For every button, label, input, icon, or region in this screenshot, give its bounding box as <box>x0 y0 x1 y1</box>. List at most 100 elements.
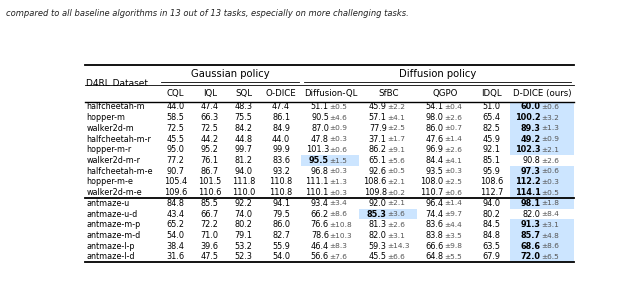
Text: 86.2: 86.2 <box>369 145 387 154</box>
Text: 109.6: 109.6 <box>164 188 188 197</box>
Text: 84.4: 84.4 <box>425 156 444 165</box>
Text: 85.5: 85.5 <box>201 199 219 208</box>
Text: ±8.3: ±8.3 <box>330 243 348 249</box>
Text: 82.0: 82.0 <box>369 231 387 240</box>
Text: 90.8: 90.8 <box>522 156 540 165</box>
Text: ±2.2: ±2.2 <box>387 104 405 110</box>
Text: 54.1: 54.1 <box>425 102 444 112</box>
Text: 83.6: 83.6 <box>272 156 290 165</box>
Text: 45.5: 45.5 <box>166 135 185 144</box>
Text: 96.9: 96.9 <box>426 145 444 154</box>
Text: ±0.6: ±0.6 <box>330 147 348 153</box>
Text: ±7.6: ±7.6 <box>330 254 348 260</box>
Text: 82.0: 82.0 <box>522 210 540 218</box>
Text: 57.1: 57.1 <box>369 113 387 122</box>
Text: 86.0: 86.0 <box>272 220 290 229</box>
Text: Diffusion-QL: Diffusion-QL <box>304 89 357 98</box>
Text: 71.0: 71.0 <box>201 231 219 240</box>
FancyBboxPatch shape <box>301 155 359 166</box>
Text: 44.0: 44.0 <box>272 135 290 144</box>
Text: ±0.2: ±0.2 <box>387 190 405 196</box>
Text: 48.3: 48.3 <box>235 102 253 112</box>
Text: 44.0: 44.0 <box>166 102 185 112</box>
Text: 72.5: 72.5 <box>201 124 219 133</box>
FancyBboxPatch shape <box>510 219 573 230</box>
Text: ±3.1: ±3.1 <box>387 233 405 239</box>
Text: ±0.5: ±0.5 <box>541 190 559 196</box>
Text: ±2.1: ±2.1 <box>387 200 405 206</box>
Text: 51.1: 51.1 <box>311 102 329 112</box>
Text: 110.7: 110.7 <box>420 188 444 197</box>
Text: 72.0: 72.0 <box>520 252 540 261</box>
Text: 85.1: 85.1 <box>483 156 500 165</box>
FancyBboxPatch shape <box>510 134 573 144</box>
Text: 78.6: 78.6 <box>311 231 329 240</box>
Text: 94.0: 94.0 <box>483 199 500 208</box>
Text: 83.8: 83.8 <box>426 231 444 240</box>
Text: antmaze-u-d: antmaze-u-d <box>86 210 138 218</box>
Text: ±1.8: ±1.8 <box>541 200 559 206</box>
Text: 65.4: 65.4 <box>483 113 500 122</box>
Text: ±2.6: ±2.6 <box>444 115 461 121</box>
FancyBboxPatch shape <box>510 198 573 209</box>
Text: walker2d-m: walker2d-m <box>86 124 134 133</box>
Text: 81.3: 81.3 <box>369 220 387 229</box>
Text: 74.4: 74.4 <box>425 210 444 218</box>
Text: 49.2: 49.2 <box>520 135 540 144</box>
Text: ±2.6: ±2.6 <box>541 157 559 163</box>
Text: ±2.6: ±2.6 <box>387 222 405 228</box>
Text: ±10.8: ±10.8 <box>330 222 352 228</box>
Text: 108.6: 108.6 <box>364 178 387 186</box>
Text: ±4.6: ±4.6 <box>330 115 347 121</box>
Text: 64.8: 64.8 <box>425 252 444 261</box>
Text: ±0.3: ±0.3 <box>330 168 348 174</box>
Text: 47.8: 47.8 <box>311 135 329 144</box>
Text: O-DICE: O-DICE <box>266 89 296 98</box>
Text: 47.5: 47.5 <box>201 252 219 261</box>
Text: 80.2: 80.2 <box>235 220 253 229</box>
Text: 65.1: 65.1 <box>369 156 387 165</box>
Text: 101.5: 101.5 <box>198 178 221 186</box>
Text: 72.5: 72.5 <box>166 124 184 133</box>
Text: ±0.3: ±0.3 <box>330 190 348 196</box>
Text: ±2.6: ±2.6 <box>444 147 461 153</box>
Text: 79.1: 79.1 <box>235 231 253 240</box>
Text: 84.8: 84.8 <box>483 231 500 240</box>
Text: 60.0: 60.0 <box>520 102 540 112</box>
Text: 92.2: 92.2 <box>235 199 253 208</box>
Text: 111.1: 111.1 <box>305 178 329 186</box>
Text: 86.7: 86.7 <box>201 167 219 176</box>
Text: 68.6: 68.6 <box>520 242 540 251</box>
Text: hopper-m-e: hopper-m-e <box>86 178 133 186</box>
Text: 54.0: 54.0 <box>166 231 185 240</box>
Text: ±9.7: ±9.7 <box>444 211 462 217</box>
Text: ±2.1: ±2.1 <box>387 179 405 185</box>
Text: 84.5: 84.5 <box>483 220 500 229</box>
Text: 82.5: 82.5 <box>483 124 500 133</box>
Text: ±0.3: ±0.3 <box>444 168 461 174</box>
FancyBboxPatch shape <box>510 166 573 177</box>
Text: ±1.3: ±1.3 <box>541 126 559 131</box>
Text: ±5.5: ±5.5 <box>444 254 461 260</box>
Text: ±1.5: ±1.5 <box>330 157 348 163</box>
Text: ±0.7: ±0.7 <box>444 126 462 131</box>
Text: ±14.3: ±14.3 <box>387 243 410 249</box>
Text: 99.7: 99.7 <box>235 145 253 154</box>
Text: 82.7: 82.7 <box>272 231 290 240</box>
Text: ±9.1: ±9.1 <box>387 147 405 153</box>
Text: 84.9: 84.9 <box>272 124 290 133</box>
Text: SfBC: SfBC <box>378 89 399 98</box>
Text: ±4.4: ±4.4 <box>444 222 461 228</box>
Text: ±0.5: ±0.5 <box>387 168 405 174</box>
Text: 92.0: 92.0 <box>369 199 387 208</box>
Text: 54.0: 54.0 <box>272 252 290 261</box>
Text: ±8.6: ±8.6 <box>330 211 348 217</box>
Text: 47.6: 47.6 <box>425 135 444 144</box>
Text: 87.0: 87.0 <box>311 124 329 133</box>
Text: 47.4: 47.4 <box>200 102 219 112</box>
Text: 77.2: 77.2 <box>166 156 184 165</box>
Text: 80.2: 80.2 <box>483 210 500 218</box>
Text: 110.0: 110.0 <box>232 188 255 197</box>
Text: 66.2: 66.2 <box>311 210 329 218</box>
Text: 47.4: 47.4 <box>272 102 290 112</box>
